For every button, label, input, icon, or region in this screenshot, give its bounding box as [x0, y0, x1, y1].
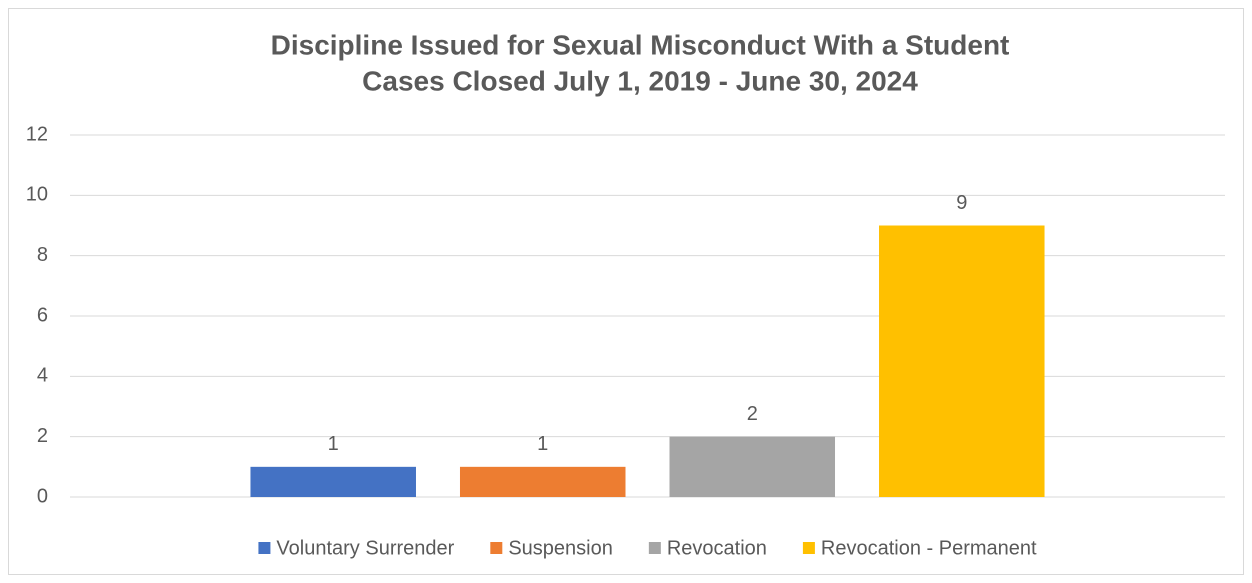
- bar: [879, 225, 1045, 497]
- legend-label: Revocation: [667, 537, 767, 559]
- data-label: 9: [956, 192, 967, 214]
- legend-swatch: [258, 542, 271, 554]
- data-label: 1: [537, 433, 548, 455]
- bar: [250, 466, 416, 497]
- legend-swatch: [648, 542, 661, 554]
- data-label: 2: [747, 403, 758, 425]
- bar: [459, 466, 626, 497]
- legend-swatch: [802, 542, 815, 554]
- legend-swatch: [490, 542, 503, 554]
- legend-label: Suspension: [508, 537, 613, 559]
- chart-title: Discipline Issued for Sexual Misconduct …: [271, 29, 1010, 60]
- bar: [669, 436, 836, 497]
- y-tick-label: 6: [37, 304, 48, 326]
- y-tick-label: 0: [37, 485, 48, 507]
- legend-label: Revocation - Permanent: [821, 537, 1037, 559]
- y-tick-label: 4: [37, 365, 48, 387]
- y-tick-label: 10: [26, 184, 48, 206]
- chart-title: Cases Closed July 1, 2019 - June 30, 202…: [362, 65, 918, 96]
- legend-label: Voluntary Surrender: [276, 537, 454, 559]
- data-label: 1: [328, 433, 339, 455]
- y-tick-label: 8: [37, 244, 48, 266]
- y-tick-label: 12: [26, 123, 48, 145]
- y-tick-label: 2: [37, 425, 48, 447]
